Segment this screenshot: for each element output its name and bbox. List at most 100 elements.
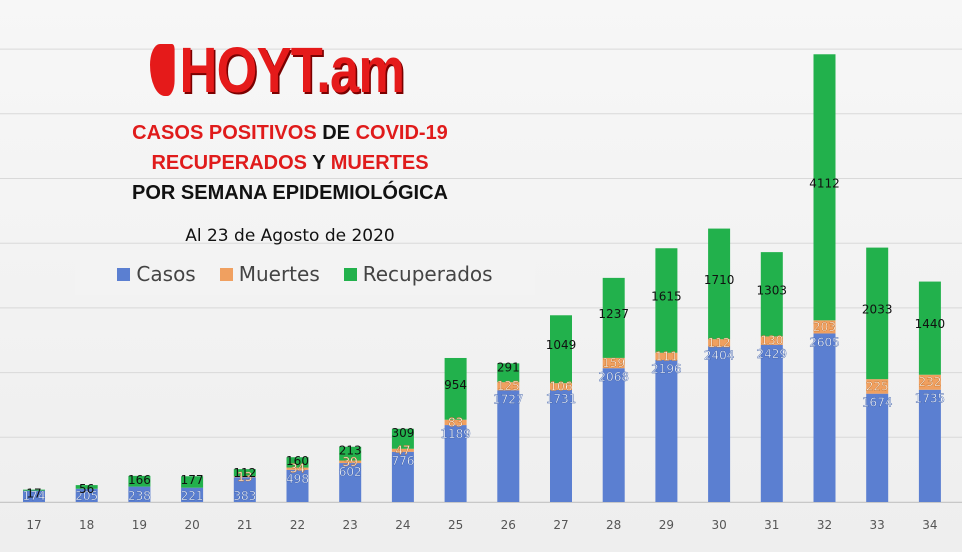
title-line-2-part-3: MUERTES	[330, 152, 429, 174]
data-label-casos-32: 2605	[809, 335, 840, 349]
bar-casos-25	[444, 425, 467, 502]
bar-recuperados-30	[708, 228, 731, 340]
bar-recuperados-33	[866, 247, 889, 380]
bar-casos-29	[655, 359, 678, 502]
bar-muertes-30	[708, 339, 731, 347]
bar-casos-26	[497, 390, 520, 502]
data-label-muertes-32: 203	[813, 320, 836, 334]
bar-casos-20	[181, 487, 204, 502]
bar-casos-17	[23, 490, 45, 502]
data-label-casos-34: 1735	[915, 392, 946, 406]
x-tick-label-21: 21	[237, 518, 252, 532]
x-tick-label-23: 23	[343, 518, 358, 532]
data-label-casos-23: 602	[339, 465, 362, 479]
bar-recuperados-21	[233, 469, 256, 477]
data-label-casos-28: 2068	[598, 370, 629, 384]
data-label-casos-26: 1727	[493, 392, 524, 406]
bar-muertes-25	[444, 419, 467, 426]
bar-recuperados-29	[655, 248, 678, 353]
data-label-casos-19: 238	[128, 489, 151, 503]
x-tick-label-27: 27	[553, 518, 568, 532]
data-label-muertes-22: 34	[290, 462, 305, 476]
bar-recuperados-32	[813, 54, 836, 321]
bar-casos-28	[602, 368, 625, 502]
bar-recuperados-17	[23, 489, 45, 491]
title-line-1-part-2: DE	[316, 122, 356, 144]
title-line-3: POR SEMANA EPIDEMIOLÓGICA	[132, 182, 448, 204]
chart-title: CASOS POSITIVOS DE COVID-19 RECUPERADOS …	[90, 118, 490, 208]
data-label-muertes-26: 125	[497, 379, 520, 393]
title-line-2-part-2: Y	[307, 152, 331, 174]
bar-casos-23	[339, 463, 362, 502]
bar-casos-33	[866, 393, 889, 502]
title-line-2-part-1: RECUPERADOS	[151, 152, 308, 174]
bar-recuperados-26	[497, 363, 520, 383]
x-tick-label-29: 29	[659, 518, 674, 532]
bar-recuperados-20	[181, 476, 204, 488]
data-label-casos-25: 1189	[440, 427, 471, 441]
bar-muertes-21	[233, 476, 256, 478]
legend-swatch-recuperados	[343, 267, 357, 281]
x-tick-label-20: 20	[184, 518, 199, 532]
data-label-recuperados-30: 1710	[704, 273, 735, 287]
title-line-1-part-3: COVID-19	[355, 122, 448, 144]
data-label-recuperados-24: 309	[391, 426, 414, 440]
data-label-muertes-31: 130	[760, 334, 783, 348]
data-label-recuperados-25: 954	[444, 378, 467, 392]
bar-casos-21	[233, 477, 256, 502]
data-label-casos-22: 498	[286, 472, 309, 486]
bar-muertes-22	[286, 467, 309, 470]
data-label-recuperados-17: 17	[26, 487, 41, 501]
data-label-recuperados-20: 177	[181, 473, 204, 487]
bar-casos-24	[391, 451, 414, 502]
bar-recuperados-18	[75, 485, 98, 489]
data-label-recuperados-23: 213	[339, 444, 362, 458]
bar-muertes-34	[918, 374, 941, 390]
bar-muertes-27	[550, 383, 572, 391]
data-label-casos-17: 174	[23, 489, 46, 503]
data-label-muertes-33: 225	[866, 379, 889, 393]
data-label-casos-27: 1731	[546, 392, 577, 406]
x-tick-label-17: 17	[26, 518, 41, 532]
data-label-casos-20: 221	[181, 489, 204, 503]
bar-casos-19	[128, 486, 151, 502]
legend-swatch-muertes	[219, 267, 233, 281]
data-label-muertes-34: 232	[918, 375, 941, 389]
bar-recuperados-22	[286, 457, 309, 468]
legend-label-casos: Casos	[136, 262, 196, 286]
data-label-muertes-28: 159	[602, 356, 625, 370]
data-label-muertes-25: 83	[448, 415, 463, 429]
bar-casos-30	[708, 346, 731, 502]
bar-recuperados-28	[602, 277, 625, 358]
bar-muertes-23	[339, 460, 362, 464]
x-tick-label-18: 18	[79, 518, 94, 532]
x-tick-label-33: 33	[870, 518, 885, 532]
data-label-recuperados-27: 1049	[546, 338, 577, 352]
x-tick-label-24: 24	[395, 518, 410, 532]
hoyt-logo: HOYT.am	[150, 38, 405, 102]
data-label-muertes-21: 13	[237, 470, 252, 484]
logo-text: HOYT.am	[179, 34, 405, 106]
x-tick-label-22: 22	[290, 518, 305, 532]
x-tick-label-32: 32	[817, 518, 832, 532]
x-tick-label-25: 25	[448, 518, 463, 532]
legend: Casos Muertes Recuperados	[75, 253, 535, 295]
data-label-muertes-23: 39	[343, 455, 358, 469]
bar-muertes-33	[866, 379, 889, 394]
data-label-recuperados-29: 1615	[651, 289, 682, 303]
data-label-recuperados-31: 1303	[757, 283, 788, 297]
bar-recuperados-27	[550, 315, 572, 384]
data-label-recuperados-22: 160	[286, 454, 309, 468]
bar-muertes-24	[391, 448, 414, 452]
data-label-muertes-27: 106	[550, 380, 573, 394]
chart-subtitle: Al 23 de Agosto de 2020	[185, 226, 395, 246]
bar-casos-34	[918, 389, 941, 502]
data-label-recuperados-34: 1440	[915, 317, 946, 331]
bar-muertes-29	[655, 352, 678, 360]
data-label-muertes-24: 47	[395, 443, 410, 457]
bar-recuperados-24	[391, 428, 414, 449]
x-tick-label-30: 30	[711, 518, 726, 532]
legend-item-muertes: Muertes	[219, 262, 320, 286]
data-label-recuperados-19: 166	[128, 473, 151, 487]
legend-swatch-casos	[117, 267, 131, 281]
